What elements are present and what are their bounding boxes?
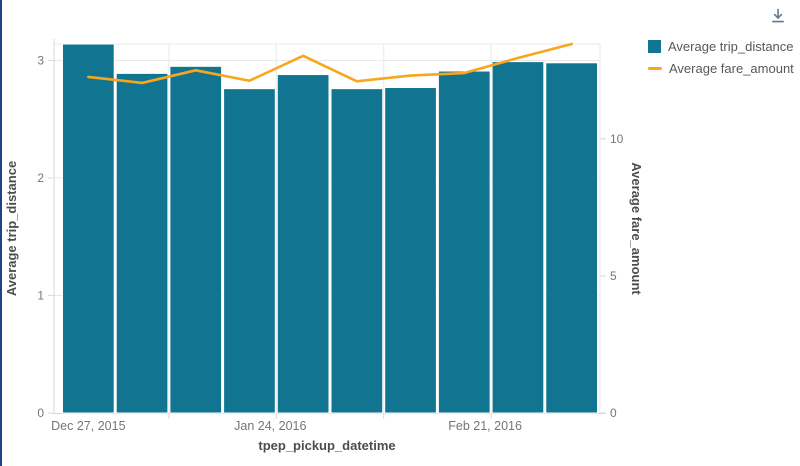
legend-label-fare-amount: Average fare_amount (669, 61, 794, 76)
bar-Feb 21, 2016[interactable] (491, 61, 545, 414)
line-series (87, 42, 573, 85)
bar-Feb 14, 2016[interactable] (437, 70, 491, 414)
fare-amount-line[interactable] (87, 42, 573, 85)
line-swatch-icon (648, 67, 662, 70)
legend-label-trip-distance: Average trip_distance (668, 39, 794, 54)
y-right-tick-label: 5 (610, 269, 617, 283)
bar-Feb 7, 2016[interactable] (384, 86, 437, 414)
bar-Jan 24, 2016[interactable] (276, 74, 330, 414)
legend-item-fare-amount[interactable]: Average fare_amount (648, 59, 794, 78)
x-tick-label: Dec 27, 2015 (51, 419, 125, 433)
bar-Feb 28, 2016[interactable] (545, 62, 598, 414)
axis-labels: 0 1 2 3 0 5 10 Dec 27, 2015 Jan 24, 2016 Feb 21, … (37, 53, 623, 433)
y-left-tick-label: 2 (37, 171, 44, 185)
bar-series (62, 43, 598, 414)
y-right-tick-label: 0 (610, 406, 617, 420)
bar-Jan 17, 2016[interactable] (223, 88, 276, 414)
bar-swatch-icon (648, 40, 661, 53)
window-edge-stripe (0, 0, 2, 466)
download-icon (772, 8, 784, 23)
x-tick-label: Feb 21, 2016 (448, 419, 522, 433)
bar-Jan 10, 2016[interactable] (169, 65, 223, 414)
bar-Jan 3, 2016[interactable] (115, 72, 169, 414)
legend-item-trip-distance[interactable]: Average trip_distance (648, 37, 794, 56)
y-right-tick-label: 10 (610, 132, 624, 146)
x-axis-title: tpep_pickup_datetime (258, 438, 395, 453)
y-left-tick-label: 1 (37, 288, 44, 302)
y-left-tick-label: 3 (37, 53, 44, 67)
download-button[interactable] (767, 5, 789, 27)
legend: Average trip_distance Average fare_amoun… (648, 37, 794, 78)
y-left-tick-label: 0 (37, 406, 44, 420)
y-axis-left-title: Average trip_distance (4, 161, 19, 296)
x-tick-label: Jan 24, 2016 (234, 419, 306, 433)
bar-Jan 31, 2016[interactable] (330, 88, 384, 414)
bar-Dec 27, 2015[interactable] (62, 43, 115, 414)
y-axis-right-title: Average fare_amount (629, 162, 644, 295)
